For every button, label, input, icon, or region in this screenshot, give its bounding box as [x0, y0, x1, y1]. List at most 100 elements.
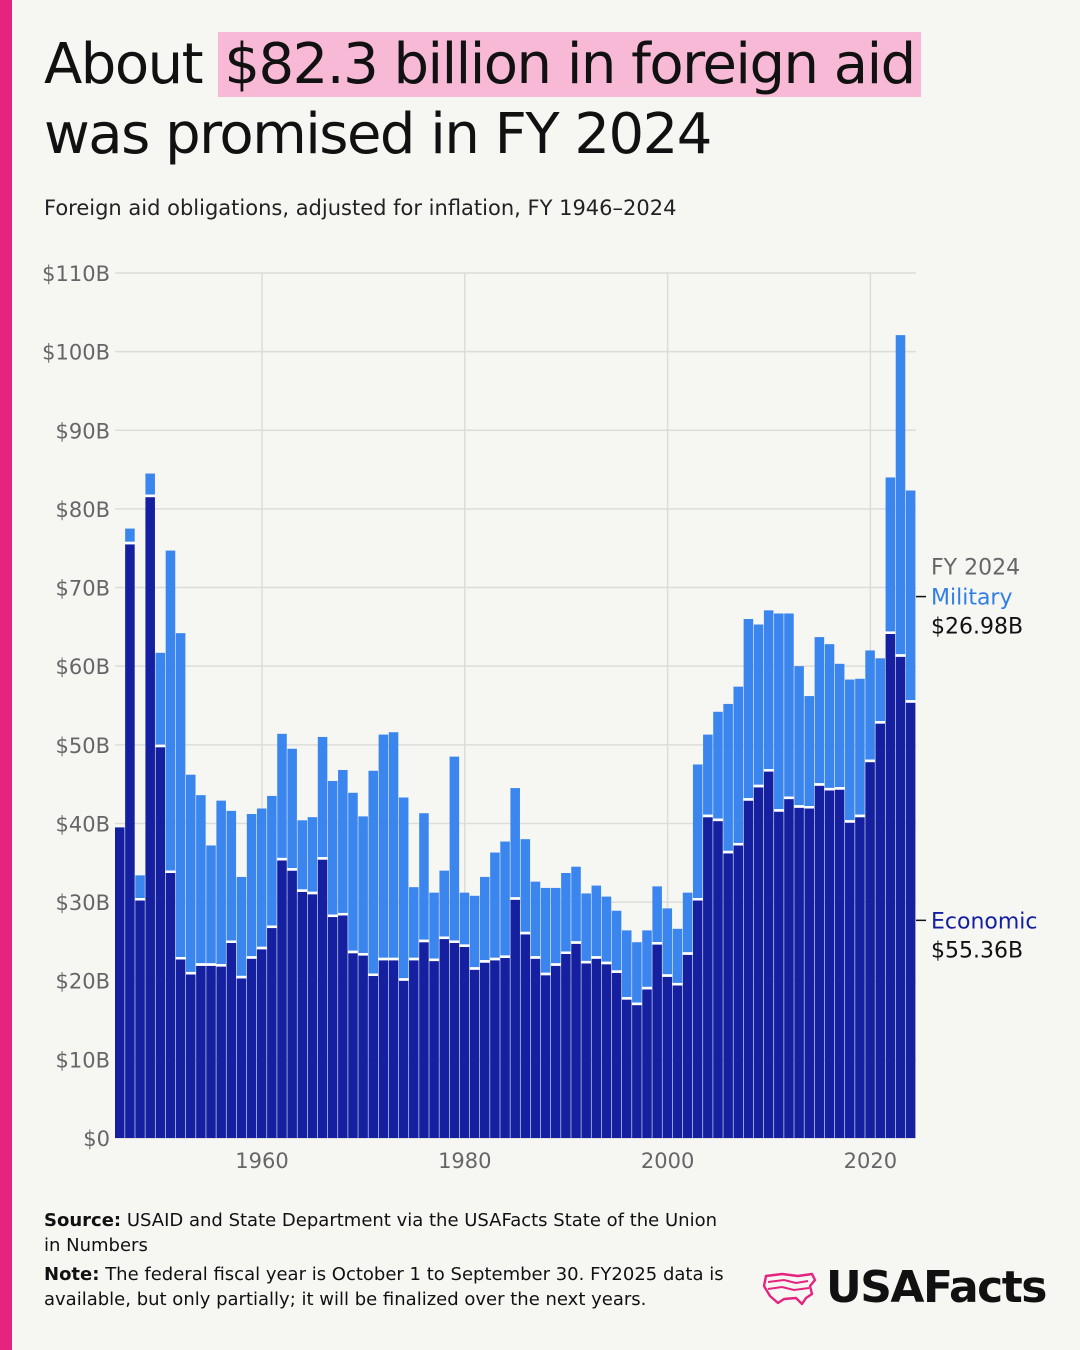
bar-separator [196, 963, 206, 966]
bar-separator [287, 868, 297, 871]
bar-economic [774, 811, 784, 1138]
bar-military [834, 663, 845, 788]
bar-separator [865, 759, 875, 763]
bar-separator [885, 631, 896, 634]
bar-military [733, 686, 744, 843]
bar-economic [115, 827, 125, 1138]
logo-text: USAFacts [826, 1262, 1047, 1313]
annotation-year: FY 2024 [931, 556, 1020, 581]
bar-economic [784, 799, 794, 1138]
bar-military [865, 650, 875, 760]
y-tick-label: $30B [56, 891, 111, 915]
bar-economic [419, 942, 429, 1138]
bar-military [540, 887, 551, 973]
bar-military [743, 619, 754, 799]
bar-military [814, 637, 825, 784]
annotation-military-value: $26.98B [931, 615, 1023, 640]
bar-economic [763, 771, 774, 1138]
accent-bar [0, 0, 12, 1350]
bar-separator [875, 721, 885, 724]
bar-military [449, 756, 460, 941]
bar-separator [682, 952, 693, 955]
bar-separator [206, 963, 216, 966]
bar-military [500, 841, 510, 956]
bar-economic [571, 943, 581, 1138]
bar-military [459, 892, 470, 945]
y-tick-label: $100B [42, 341, 110, 365]
bar-separator [277, 857, 287, 861]
bar-separator [469, 967, 480, 970]
bar-military [216, 800, 226, 965]
bar-separator [804, 806, 815, 809]
title-suffix: was promised in FY 2024 [44, 102, 712, 167]
bar-economic [327, 917, 338, 1138]
bar-economic [601, 964, 612, 1138]
source-note: Source: USAID and State Department via t… [44, 1208, 734, 1258]
bar-economic [561, 953, 571, 1138]
bar-economic [895, 656, 906, 1138]
bar-military [591, 885, 602, 957]
bar-separator [480, 960, 490, 963]
bar-economic [662, 976, 673, 1138]
bar-economic [652, 944, 662, 1138]
bar-separator [135, 898, 145, 901]
bar-military [317, 736, 328, 858]
bar-economic [348, 953, 358, 1138]
bar-separator [621, 997, 632, 1000]
bar-separator [520, 931, 531, 935]
bar-separator [429, 958, 439, 962]
bar-military [175, 633, 186, 957]
bar-military [581, 893, 591, 961]
bar-economic [378, 960, 389, 1138]
x-tick-label: 2000 [641, 1149, 694, 1173]
bar-economic [672, 985, 683, 1138]
x-tick-label: 1960 [235, 1149, 288, 1173]
bar-military [763, 610, 774, 770]
bar-separator [348, 950, 358, 954]
bar-economic [206, 965, 216, 1138]
bar-separator [419, 939, 429, 943]
bar-military [378, 734, 389, 958]
bar-economic [358, 955, 368, 1138]
bar-economic [530, 958, 541, 1138]
bar-separator [591, 956, 602, 959]
bar-economic [267, 928, 277, 1138]
bar-economic [449, 942, 460, 1138]
bar-military [429, 892, 439, 959]
bar-economic [246, 958, 257, 1138]
source-label: Source: [44, 1210, 122, 1231]
bar-economic [804, 808, 815, 1138]
bar-military [226, 810, 237, 941]
bar-separator [662, 974, 673, 977]
note-text: The federal fiscal year is October 1 to … [44, 1264, 724, 1310]
bar-separator [784, 796, 794, 800]
bar-economic [155, 747, 166, 1138]
bar-economic [236, 978, 247, 1138]
bar-separator [358, 953, 368, 956]
bar-economic [277, 860, 287, 1138]
bar-economic [733, 845, 744, 1138]
bar-military [185, 774, 196, 972]
bar-economic [642, 989, 652, 1138]
bar-military [480, 876, 490, 961]
bar-separator [490, 957, 500, 961]
bar-economic [338, 915, 348, 1138]
bar-economic [459, 946, 470, 1138]
bar-separator [723, 850, 733, 854]
y-tick-label: $20B [56, 970, 111, 994]
bar-separator [449, 940, 460, 943]
bar-military [348, 792, 358, 951]
title-prefix: About [44, 32, 219, 97]
bar-separator [155, 744, 166, 748]
bar-military [621, 930, 632, 998]
bar-military [845, 679, 855, 821]
bar-economic [216, 966, 226, 1138]
note-label: Note: [44, 1264, 100, 1285]
bar-economic [287, 870, 297, 1138]
bar-separator [317, 857, 328, 860]
bar-economic [632, 1005, 642, 1138]
bar-economic [845, 822, 855, 1138]
bar-separator [540, 972, 551, 976]
bar-military [267, 795, 277, 926]
bar-separator [185, 971, 196, 975]
